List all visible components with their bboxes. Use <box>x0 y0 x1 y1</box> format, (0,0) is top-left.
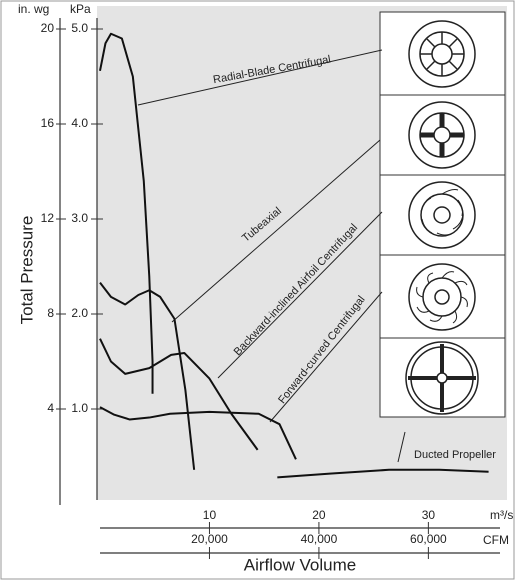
chart: in. wg kPa m³/s CFM Airflow Volume Total… <box>0 0 515 580</box>
y2-tick-label: 16 <box>41 116 55 130</box>
y-tick-label: 4.0 <box>71 116 88 130</box>
y-tick-label: 3.0 <box>71 211 88 225</box>
x-axis-title: Airflow Volume <box>244 555 356 574</box>
y2-tick-label: 20 <box>41 21 55 35</box>
y-tick-label: 1.0 <box>71 401 88 415</box>
y2-tick-label: 8 <box>47 306 54 320</box>
y-unit: kPa <box>70 2 91 16</box>
y-tick-label: 5.0 <box>71 21 88 35</box>
x2-tick-label: 40,000 <box>301 532 338 546</box>
y2-tick-label: 12 <box>41 211 55 225</box>
x-tick-label: 10 <box>203 508 217 522</box>
x2-tick-label: 60,000 <box>410 532 447 546</box>
x-tick-label: 20 <box>312 508 326 522</box>
curve-label: Ducted Propeller <box>414 449 496 461</box>
x2-unit: CFM <box>483 533 509 547</box>
y-axis-title: Total Pressure <box>17 216 36 325</box>
fan-icons <box>380 12 505 417</box>
x2-tick-label: 20,000 <box>191 532 228 546</box>
x-unit: m³/s <box>490 508 513 522</box>
y2-unit: in. wg <box>18 2 49 16</box>
x-tick-label: 30 <box>422 508 436 522</box>
y2-tick-label: 4 <box>47 401 54 415</box>
y-tick-label: 2.0 <box>71 306 88 320</box>
